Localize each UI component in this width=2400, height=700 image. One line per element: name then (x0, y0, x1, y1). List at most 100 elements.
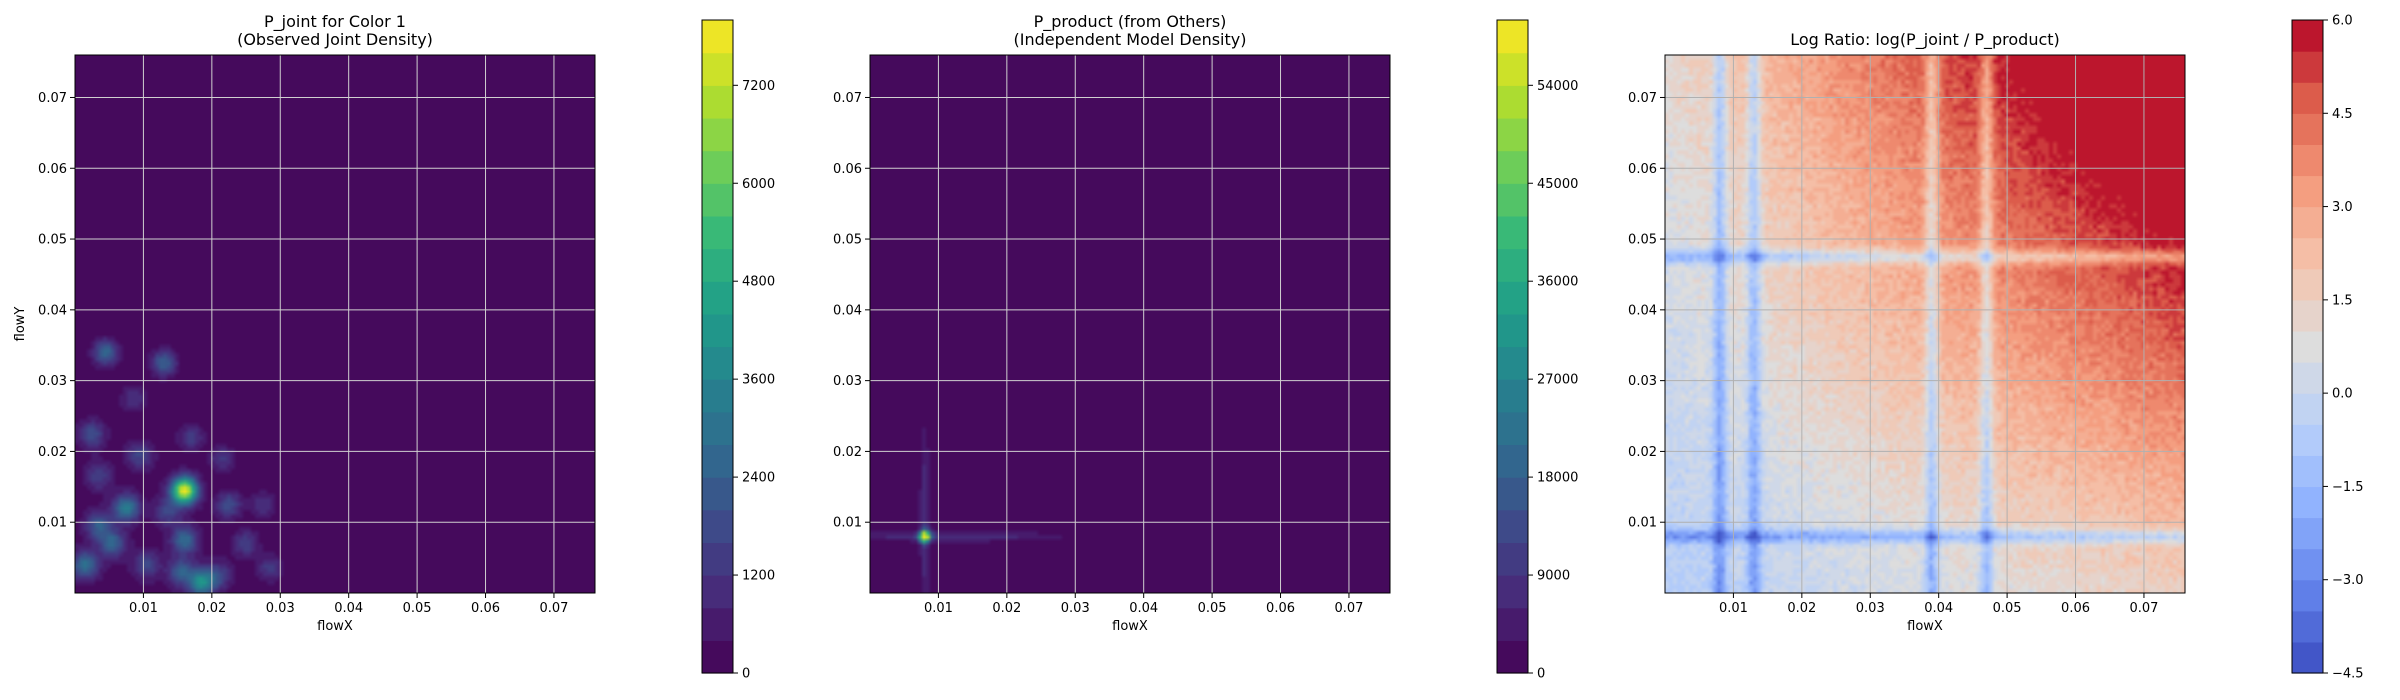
panel-1: 0.01 0.02 0.03 0.04 0.05 0.06 0.07 0.01 0.02 0.03… (13, 12, 775, 682)
x-tick-label: 0.05 (1993, 601, 2022, 616)
y-tick-label: 0.04 (1628, 303, 1657, 318)
colorbar-band (2292, 610, 2323, 643)
colorbar-tick-label: 4800 (742, 275, 775, 290)
colorbar-band (702, 477, 733, 511)
colorbar-band (2292, 20, 2323, 52)
x-tick-label: 0.06 (1266, 601, 1295, 616)
colorbar-band (2292, 206, 2323, 239)
y-axis-label: flowY (13, 307, 28, 342)
colorbar-band (702, 444, 733, 478)
colorbar-tick-label: 1200 (742, 569, 775, 584)
y-tick-label: 0.05 (38, 233, 67, 248)
colorbar-tick-label: 3600 (742, 373, 775, 388)
y-tick-label: 0.07 (833, 91, 862, 106)
y-tick-label: 0.04 (833, 303, 862, 318)
y-tick-label: 0.06 (1628, 162, 1657, 177)
colorbar-band (702, 85, 733, 119)
colorbar-tick-label: 7200 (742, 79, 775, 94)
x-tick-label: 0.02 (1787, 601, 1816, 616)
colorbar-band (702, 640, 733, 674)
colorbar-frame (2291, 19, 2324, 674)
axes-frame (1664, 54, 2186, 594)
heatmap-image (75, 55, 595, 593)
colorbar-band (1497, 509, 1528, 543)
x-tick-label: 0.04 (1129, 601, 1158, 616)
x-tick-label: 0.02 (992, 601, 1021, 616)
colorbar-tick-label: 54000 (1537, 79, 1578, 94)
colorbar-tick-label: 6.0 (2332, 14, 2353, 29)
colorbar-band (1497, 215, 1528, 250)
panel-3: 0.01 0.02 0.03 0.04 0.05 0.06 0.070.010.020.03… (1628, 14, 2364, 682)
colorbar-band (1497, 607, 1528, 641)
y-tick-label: 0.02 (833, 445, 862, 460)
colorbar-band (2292, 548, 2323, 581)
x-axis-label: flowX (317, 619, 353, 634)
y-tick-label: 0.02 (1628, 445, 1657, 460)
colorbar-band (702, 411, 733, 446)
colorbar-band (702, 20, 733, 54)
colorbar-band (2292, 393, 2323, 425)
colorbar-band (702, 117, 733, 152)
x-tick-label: 0.01 (129, 601, 158, 616)
x-tick-label: 0.03 (1856, 601, 1885, 616)
colorbar-band (1497, 313, 1528, 348)
y-tick-label: 0.07 (38, 91, 67, 106)
chart-title: Log Ratio: log(P_joint / P_product) (1790, 30, 2060, 50)
colorbar-tick-label: 1.5 (2332, 293, 2353, 308)
colorbar-frame (1496, 19, 1529, 674)
colorbar-tick-label: 27000 (1537, 373, 1578, 388)
colorbar-band (702, 607, 733, 641)
colorbar-band (702, 542, 733, 576)
colorbar-band (702, 281, 733, 315)
colorbar-band (1497, 477, 1528, 511)
colorbar-band (1497, 20, 1528, 54)
axes-frame (74, 54, 596, 594)
colorbar-band (1497, 117, 1528, 152)
colorbar-band (1497, 150, 1528, 184)
y-tick-label: 0.06 (833, 162, 862, 177)
colorbar-tick-label: 2400 (742, 471, 775, 486)
x-tick-label: 0.06 (471, 601, 500, 616)
colorbar-band (2292, 362, 2323, 394)
y-tick-label: 0.05 (833, 233, 862, 248)
colorbar-band (702, 509, 733, 543)
x-axis-label: flowX (1112, 619, 1148, 634)
colorbar-band (2292, 268, 2323, 301)
x-tick-label: 0.03 (1061, 601, 1090, 616)
y-tick-label: 0.03 (1628, 374, 1657, 389)
colorbar-band (1497, 183, 1528, 217)
colorbar-band (1497, 379, 1528, 413)
colorbar-band (702, 313, 733, 348)
x-tick-label: 0.04 (334, 601, 363, 616)
colorbar-band (1497, 542, 1528, 576)
chart-title: P_product (from Others) (1034, 12, 1227, 32)
colorbar-band (1497, 640, 1528, 674)
y-tick-label: 0.02 (38, 445, 67, 460)
y-tick-label: 0.04 (38, 303, 67, 318)
colorbar-band (2292, 641, 2323, 674)
colorbar-band (702, 379, 733, 413)
colorbar-band (1497, 248, 1528, 282)
y-tick-label: 0.05 (1628, 233, 1657, 248)
colorbar-tick-label: 0 (1537, 667, 1545, 682)
colorbar-tick-label: 0 (742, 667, 750, 682)
colorbar-band (2292, 424, 2323, 456)
colorbar: 0 1200 2400 3600 4800 6000 7200 (701, 19, 775, 682)
colorbar-frame (701, 19, 734, 674)
colorbar-band (1497, 575, 1528, 609)
colorbar-tick-label: 9000 (1537, 569, 1570, 584)
y-tick-label: 0.07 (1628, 91, 1657, 106)
colorbar-band (2292, 455, 2323, 488)
colorbar-band (2292, 517, 2323, 550)
heatmap-image (1665, 55, 2185, 593)
colorbar-tick-label: −4.5 (2332, 667, 2364, 682)
x-tick-label: 0.07 (2129, 601, 2158, 616)
colorbar-tick-label: 4.5 (2332, 107, 2353, 122)
colorbar-band (702, 215, 733, 250)
colorbar-band (2292, 579, 2323, 612)
y-tick-label: 0.03 (38, 374, 67, 389)
x-tick-label: 0.04 (1924, 601, 1953, 616)
panel-2: 0.01 0.02 0.03 0.04 0.05 0.06 0.07 0.01 0.02 0.03… (833, 12, 1578, 682)
colorbar-tick-label: 18000 (1537, 471, 1578, 486)
